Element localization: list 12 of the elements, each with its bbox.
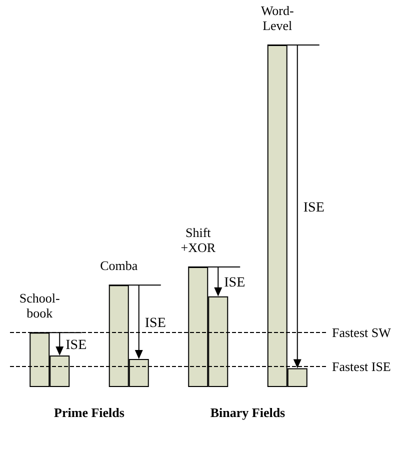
annotation: ISE: [303, 200, 324, 216]
x-tick-label: Shift +XOR: [180, 224, 216, 255]
ref-line-label: Fastest ISE: [332, 358, 391, 374]
annotation: ISE: [224, 276, 246, 291]
x-tick-label: School- book: [19, 290, 60, 321]
x-tick-label: Word- Level: [260, 3, 294, 33]
x-tick-label: Comba: [100, 258, 138, 274]
annotation: ISE: [144, 316, 166, 332]
text: Prime Fields: [54, 405, 124, 420]
annotation: ISE: [66, 338, 87, 354]
ref-line-label: Fastest SW: [332, 324, 392, 340]
text: Binary Fields: [210, 405, 286, 420]
